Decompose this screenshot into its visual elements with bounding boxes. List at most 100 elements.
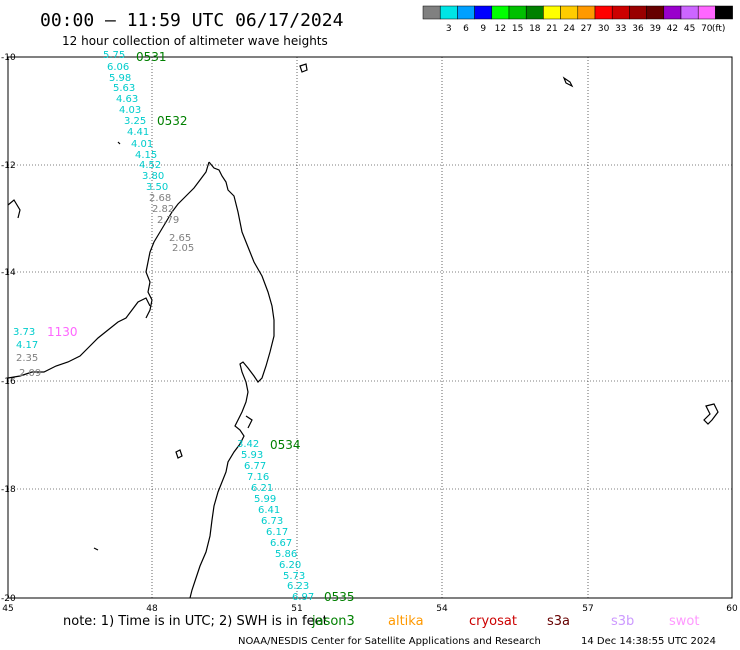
pass-id: 0531 — [136, 50, 167, 64]
pass-id-labels: 0531 0532 1130 0534 0535 — [47, 50, 355, 604]
legend-swatch — [422, 5, 441, 20]
mozambique-coastline — [7, 199, 151, 379]
satellite-name: altika — [388, 614, 424, 629]
y-tick-label: -12 — [1, 161, 16, 171]
wave-height-value: 2.68 — [149, 193, 171, 204]
credit-text: NOAA/NESDIS Center for Satellite Applica… — [238, 636, 541, 647]
legend-swatch — [560, 5, 579, 20]
pass-id: 1130 — [47, 325, 78, 339]
satellite-name: s3b — [611, 614, 634, 629]
timestamp-text: 14 Dec 14:38:55 UTC 2024 — [581, 636, 716, 647]
wave-height-value: 5.73 — [283, 571, 305, 582]
legend-label: 45 — [684, 24, 695, 34]
wave-height-value: 4.52 — [139, 160, 161, 171]
wave-height-value: 2.82 — [152, 204, 174, 215]
lat-lon-grid: 45 48 51 54 57 60 -10 -12 -14 -16 -18 -20 — [1, 53, 738, 614]
legend-label: 3 — [446, 24, 452, 34]
wave-height-value: 5.63 — [113, 83, 135, 94]
y-tick-label: -20 — [1, 594, 16, 604]
units-note: note: 1) Time is in UTC; 2) SWH is in fe… — [63, 614, 328, 629]
x-tick-label: 51 — [291, 604, 302, 614]
legend-label: 12 — [495, 24, 506, 34]
legend-label: 70 — [701, 24, 713, 34]
pass-id: 0534 — [270, 438, 301, 452]
wave-height-value: 6.20 — [279, 560, 301, 571]
color-scale-legend: 3 6 9 12 15 18 21 24 27 30 33 36 39 42 45 70 (ft) — [422, 5, 733, 34]
wave-height-value: 5.75 — [103, 50, 125, 61]
y-tick-label: -10 — [1, 53, 16, 63]
legend-swatch — [543, 5, 561, 20]
comoros-island-1 — [299, 63, 308, 73]
x-tick-label: 60 — [726, 604, 738, 614]
satellite-name: swot — [669, 614, 699, 629]
madagascar-south-outline — [245, 415, 253, 429]
map-frame — [7, 56, 733, 599]
legend-swatch — [697, 5, 716, 20]
comoros-island-2 — [562, 76, 574, 88]
wave-height-value: 2.35 — [16, 353, 38, 364]
wave-height-value: 6.77 — [244, 461, 266, 472]
legend-swatch — [680, 5, 699, 20]
map-subtitle: 12 hour collection of altimeter wave hei… — [62, 34, 328, 48]
madagascar-coastline — [189, 161, 275, 599]
wave-height-value: 4.63 — [116, 94, 138, 105]
legend-swatch — [474, 5, 493, 20]
wave-height-value: 4.17 — [16, 340, 38, 351]
wave-height-value: 5.93 — [241, 450, 263, 461]
wave-height-labels: 5.756.065.985.634.634.033.254.414.014.15… — [13, 50, 314, 603]
satellite-name: s3a — [547, 614, 570, 629]
wave-height-value: 6.06 — [107, 62, 129, 73]
x-tick-label: 45 — [2, 604, 13, 614]
satellite-legend: jason3 altika cryosat s3a s3b swot — [311, 614, 699, 629]
legend-swatch — [715, 5, 733, 20]
wave-height-value: 5.98 — [109, 73, 131, 84]
legend-swatch — [663, 5, 682, 20]
legend-label: 36 — [632, 24, 644, 34]
legend-swatch — [457, 5, 475, 20]
wave-height-value: 3.73 — [13, 327, 35, 338]
legend-label: 21 — [546, 24, 557, 34]
mauritius-island — [703, 403, 719, 425]
legend-swatch — [594, 5, 613, 20]
legend-swatch — [439, 5, 458, 20]
wave-height-value: 3.80 — [142, 171, 164, 182]
juan-de-nova-island — [175, 449, 183, 459]
pass-id: 0535 — [324, 590, 355, 604]
wave-height-value: 6.73 — [261, 516, 283, 527]
wave-height-value: 6.21 — [251, 483, 273, 494]
wave-height-value: 6.97 — [292, 592, 314, 603]
y-tick-label: -18 — [1, 485, 16, 495]
wave-height-value: 5.86 — [275, 549, 297, 560]
wave-height-value: 6.17 — [266, 527, 288, 538]
legend-label: 6 — [463, 24, 469, 34]
wave-height-value: 4.41 — [127, 127, 149, 138]
legend-label: 42 — [667, 24, 678, 34]
wave-height-value: 5.99 — [254, 494, 276, 505]
satellite-name: cryosat — [469, 614, 517, 629]
legend-swatch — [508, 5, 527, 20]
wave-height-value: 2.09 — [19, 368, 41, 379]
wave-height-value: 3.42 — [237, 439, 259, 450]
europa-island — [93, 547, 99, 551]
legend-label: 9 — [480, 24, 486, 34]
wave-height-value: 6.67 — [270, 538, 292, 549]
wave-height-value: 2.05 — [172, 243, 194, 254]
legend-label: 39 — [649, 24, 661, 34]
x-tick-label: 57 — [582, 604, 593, 614]
bassas-da-india-islet — [117, 141, 121, 145]
x-tick-label: 54 — [436, 604, 448, 614]
wave-height-value: 4.15 — [135, 150, 157, 161]
y-tick-label: -14 — [1, 268, 16, 278]
wave-height-value: 2.79 — [157, 215, 179, 226]
wave-height-value: 3.25 — [124, 116, 146, 127]
madagascar-west-coast — [145, 161, 210, 319]
map-title: 00:00 — 11:59 UTC 06/17/2024 — [40, 10, 343, 31]
y-tick-label: -16 — [1, 377, 16, 387]
legend-label: 27 — [581, 24, 592, 34]
legend-label: 18 — [529, 24, 541, 34]
wave-height-value: 7.16 — [247, 472, 269, 483]
x-tick-label: 48 — [146, 604, 158, 614]
legend-swatch — [611, 5, 630, 20]
wave-height-value: 2.65 — [169, 233, 191, 244]
